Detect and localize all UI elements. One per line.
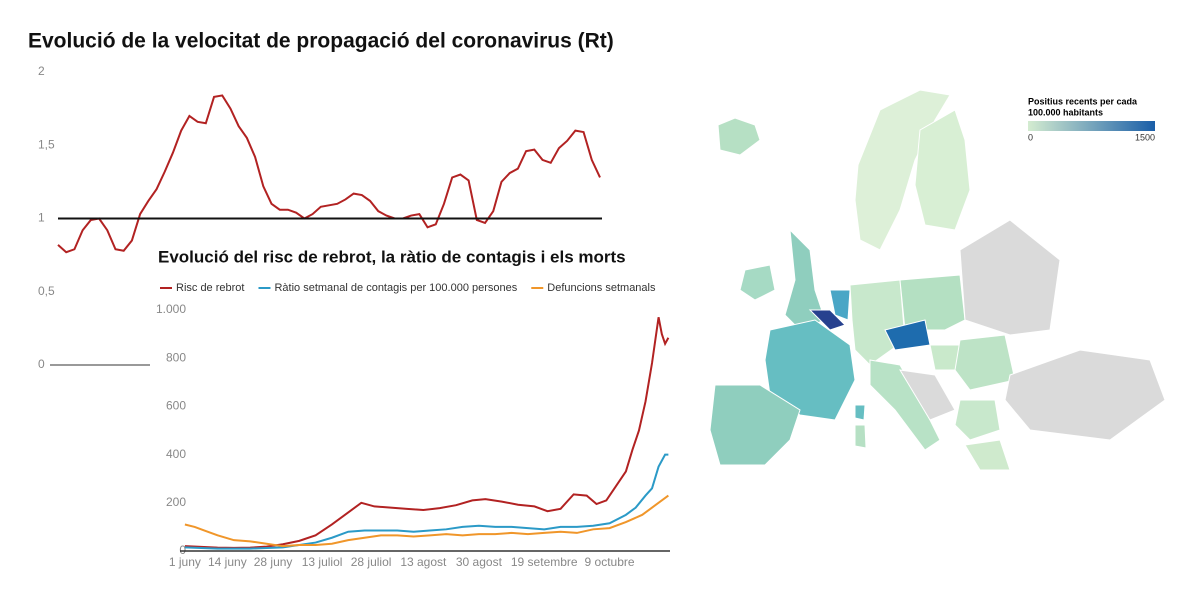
x-tick-label: 19 setembre — [511, 555, 578, 569]
color-tick-label: 1500 — [1135, 132, 1155, 142]
x-tick-label: 13 agost — [400, 555, 447, 569]
y-tick-label: 1.000 — [156, 302, 186, 316]
color-scale — [1028, 121, 1155, 131]
rt-line — [57, 94, 601, 254]
chart-title: Evolució de la velocitat de propagació d… — [28, 30, 614, 53]
y-tick-label: 0 — [179, 543, 186, 557]
x-tick-label: 28 juliol — [351, 555, 392, 569]
y-tick-label: 200 — [166, 495, 186, 509]
chart-title: Evolució del risc de rebrot, la ràtio de… — [158, 247, 626, 266]
y-tick-label: 400 — [166, 447, 186, 461]
y-tick-label: 0,5 — [38, 284, 55, 298]
x-tick-label: 13 juliol — [302, 555, 343, 569]
y-tick-label: 800 — [166, 350, 186, 364]
y-tick-label: 0 — [38, 357, 45, 371]
legend-label: Ràtio setmanal de contagis per 100.000 p… — [274, 282, 517, 294]
legend-title: 100.000 habitants — [1028, 107, 1103, 117]
europe-map — [709, 89, 1166, 471]
series-line — [184, 317, 670, 549]
x-tick-label: 30 agost — [456, 555, 503, 569]
legend-label: Defuncions setmanals — [547, 282, 656, 294]
color-tick-label: 0 — [1028, 132, 1033, 142]
x-tick-label: 9 octubre — [585, 555, 635, 569]
x-tick-label: 14 juny — [208, 555, 247, 569]
chart-background — [150, 238, 680, 578]
y-tick-label: 2 — [38, 64, 45, 78]
x-tick-label: 28 juny — [254, 555, 293, 569]
series-line — [184, 494, 669, 548]
x-tick-label: 1 juny — [169, 555, 201, 569]
legend-title: Positius recents per cada — [1028, 96, 1138, 106]
series-line — [184, 453, 669, 550]
y-tick-label: 600 — [166, 399, 186, 413]
y-tick-label: 1,5 — [38, 137, 55, 151]
legend-label: Risc de rebrot — [176, 282, 244, 294]
y-tick-label: 1 — [38, 211, 45, 225]
